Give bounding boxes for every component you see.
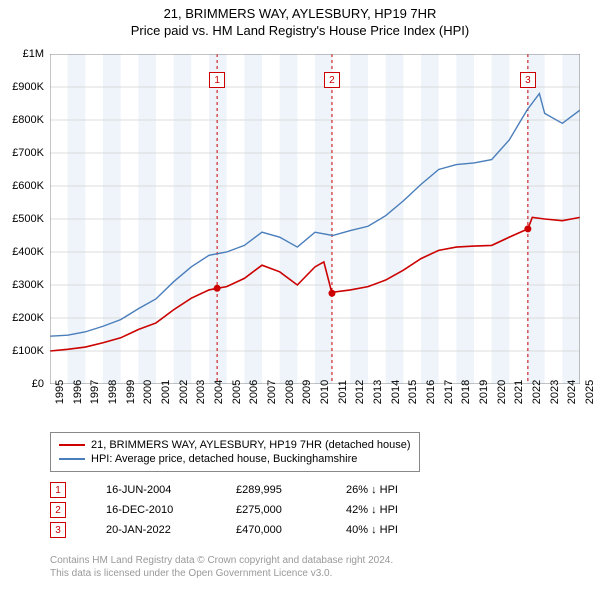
chart-marker-2: 2: [324, 72, 340, 88]
x-label: 2005: [231, 380, 243, 404]
marker-row: 3 20-JAN-2022 £470,000 40% ↓ HPI: [50, 522, 436, 538]
x-label: 2015: [407, 380, 419, 404]
title-subtitle: Price paid vs. HM Land Registry's House …: [0, 23, 600, 38]
marker-price: £275,000: [236, 504, 306, 516]
x-label: 2006: [248, 380, 260, 404]
x-label: 2017: [443, 380, 455, 404]
marker-row: 1 16-JUN-2004 £289,995 26% ↓ HPI: [50, 482, 436, 498]
marker-number-box: 2: [50, 502, 66, 518]
marker-pct: 26% ↓ HPI: [346, 484, 436, 496]
y-label: £900K: [12, 81, 44, 93]
legend-box: 21, BRIMMERS WAY, AYLESBURY, HP19 7HR (d…: [50, 432, 420, 472]
chart-marker-3: 3: [520, 72, 536, 88]
marker-date: 16-JUN-2004: [106, 484, 196, 496]
marker-date: 16-DEC-2010: [106, 504, 196, 516]
x-label: 2000: [142, 380, 154, 404]
x-label: 1996: [72, 380, 84, 404]
legend-label: 21, BRIMMERS WAY, AYLESBURY, HP19 7HR (d…: [91, 439, 411, 451]
marker-price: £289,995: [236, 484, 306, 496]
x-label: 2012: [354, 380, 366, 404]
marker-number-box: 3: [50, 522, 66, 538]
x-label: 2018: [460, 380, 472, 404]
x-label: 2007: [266, 380, 278, 404]
x-label: 2002: [178, 380, 190, 404]
y-label: £300K: [12, 279, 44, 291]
x-label: 1997: [89, 380, 101, 404]
y-axis-labels: £0£100K£200K£300K£400K£500K£600K£700K£80…: [0, 54, 48, 384]
x-label: 2008: [284, 380, 296, 404]
x-label: 1999: [125, 380, 137, 404]
legend-color-swatch: [59, 444, 85, 446]
legend-item: HPI: Average price, detached house, Buck…: [59, 453, 411, 465]
y-label: £800K: [12, 114, 44, 126]
x-label: 1998: [107, 380, 119, 404]
marker-pct: 40% ↓ HPI: [346, 524, 436, 536]
y-label: £200K: [12, 312, 44, 324]
footer-line2: This data is licensed under the Open Gov…: [50, 567, 393, 580]
marker-pct: 42% ↓ HPI: [346, 504, 436, 516]
legend-color-swatch: [59, 458, 85, 460]
x-label: 2014: [390, 380, 402, 404]
legend-label: HPI: Average price, detached house, Buck…: [91, 453, 357, 465]
x-label: 2001: [160, 380, 172, 404]
marker-price: £470,000: [236, 524, 306, 536]
x-label: 2020: [496, 380, 508, 404]
marker-row: 2 16-DEC-2010 £275,000 42% ↓ HPI: [50, 502, 436, 518]
y-label: £1M: [23, 48, 44, 60]
x-label: 2013: [372, 380, 384, 404]
y-label: £600K: [12, 180, 44, 192]
footer-attribution: Contains HM Land Registry data © Crown c…: [50, 554, 393, 580]
chart-container: 21, BRIMMERS WAY, AYLESBURY, HP19 7HR Pr…: [0, 6, 600, 596]
x-label: 2023: [549, 380, 561, 404]
y-label: £100K: [12, 345, 44, 357]
x-label: 2003: [195, 380, 207, 404]
sale-markers-table: 1 16-JUN-2004 £289,995 26% ↓ HPI 2 16-DEC-201…: [50, 478, 436, 542]
x-label: 2025: [584, 380, 596, 404]
x-label: 1995: [54, 380, 66, 404]
x-label: 2019: [478, 380, 490, 404]
x-label: 2010: [319, 380, 331, 404]
x-label: 2022: [531, 380, 543, 404]
y-label: £500K: [12, 213, 44, 225]
x-label: 2004: [213, 380, 225, 404]
x-axis-labels: 1995199619971998199920002001200220032004…: [50, 388, 580, 428]
marker-number-box: 1: [50, 482, 66, 498]
chart-marker-1: 1: [209, 72, 225, 88]
chart-svg: [50, 54, 580, 384]
legend-item: 21, BRIMMERS WAY, AYLESBURY, HP19 7HR (d…: [59, 439, 411, 451]
y-label: £400K: [12, 246, 44, 258]
x-label: 2024: [566, 380, 578, 404]
y-label: £0: [32, 378, 44, 390]
chart-plot-area: 1 2 3: [50, 54, 580, 384]
marker-date: 20-JAN-2022: [106, 524, 196, 536]
x-label: 2009: [301, 380, 313, 404]
x-label: 2021: [513, 380, 525, 404]
x-label: 2016: [425, 380, 437, 404]
title-address: 21, BRIMMERS WAY, AYLESBURY, HP19 7HR: [0, 6, 600, 21]
x-label: 2011: [337, 380, 349, 404]
y-label: £700K: [12, 147, 44, 159]
footer-line1: Contains HM Land Registry data © Crown c…: [50, 554, 393, 567]
